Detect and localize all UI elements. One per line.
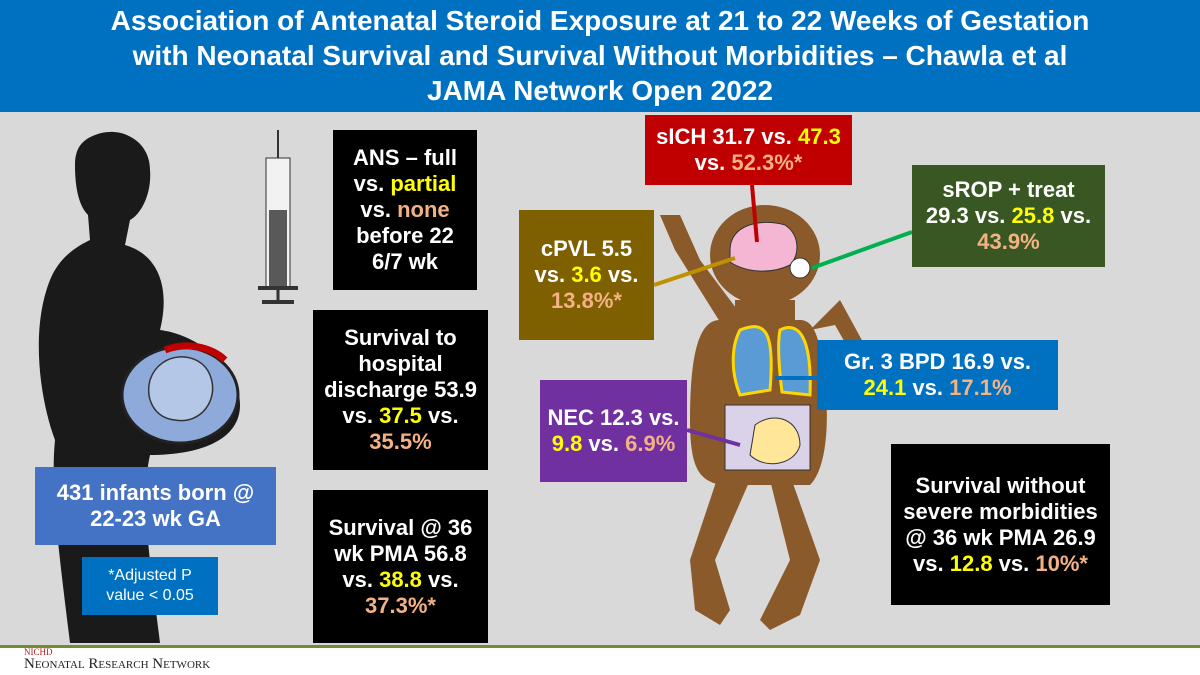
text-segment: 24.1	[863, 375, 907, 400]
text-segment: vs.	[421, 566, 459, 592]
text-segment: 47.3	[798, 124, 841, 149]
text-segment: vs.	[694, 150, 732, 175]
text-segment: Survival to hospital discharge 53.9 vs.	[324, 325, 477, 428]
stat-box: Gr. 3 BPD 16.9 vs. 24.1 vs. 17.1%	[817, 340, 1058, 410]
stat-text: NEC 12.3 vs. 9.8 vs. 6.9%	[546, 405, 681, 457]
stat-text: Survival @ 36 wk PMA 56.8 vs. 38.8 vs. 3…	[319, 515, 482, 619]
text-segment: 13.8%*	[551, 288, 622, 313]
arrow	[653, 256, 736, 287]
text-segment: NEC 12.3 vs.	[547, 405, 680, 430]
header: Association of Antenatal Steroid Exposur…	[0, 0, 1200, 112]
text-segment: 37.5	[379, 403, 422, 428]
stat-text: sROP + treat 29.3 vs. 25.8 vs. 43.9%	[918, 177, 1099, 255]
text-segment: 38.8	[379, 566, 422, 592]
text-segment: sICH 31.7 vs.	[656, 124, 799, 149]
text-segment: before 22 6/7 wk	[356, 223, 454, 274]
text-segment: 17.1%	[949, 375, 1012, 400]
text-segment: vs.	[906, 375, 950, 400]
text-segment: Survival @ 36 wk PMA 56.8 vs.	[328, 514, 473, 592]
stat-text: Survival without severe morbidities @ 36…	[897, 473, 1104, 577]
title-line: Association of Antenatal Steroid Exposur…	[110, 5, 1090, 36]
eye	[789, 257, 811, 279]
fetus	[148, 356, 214, 422]
arrow	[811, 230, 913, 270]
stat-text: cPVL 5.5 vs. 3.6 vs. 13.8%*	[525, 236, 648, 314]
arrow	[750, 184, 759, 243]
stat-text: 431 infants born @ 22-23 wk GA	[41, 480, 270, 532]
stat-text: Survival to hospital discharge 53.9 vs. …	[319, 325, 482, 455]
stat-box: *Adjusted P value < 0.05	[82, 557, 218, 615]
org-name: NICHD	[24, 647, 53, 657]
stat-box: sICH 31.7 vs. 47.3 vs. 52.3%*	[645, 115, 852, 185]
brain	[729, 222, 798, 272]
text-segment: 35.5%	[369, 429, 432, 454]
text-segment: none	[397, 197, 450, 222]
footer-rule	[0, 645, 1200, 648]
text-segment: 431 infants born @ 22-23 wk GA	[56, 480, 255, 531]
text-segment: 25.8	[1011, 203, 1055, 228]
text-segment: 9.8	[551, 431, 583, 456]
liver	[749, 417, 801, 465]
text-segment: Survival without severe morbidities @ 36…	[903, 472, 1098, 576]
text-segment: 37.3%*	[365, 592, 436, 618]
text-segment: 3.6	[571, 262, 602, 287]
text-segment: sROP + treat 29.3 vs.	[925, 177, 1075, 228]
stat-box: Survival to hospital discharge 53.9 vs. …	[313, 310, 488, 470]
text-segment: 10%*	[1035, 550, 1088, 576]
text-segment: *Adjusted P value < 0.05	[106, 567, 194, 604]
text-segment: partial	[390, 171, 457, 196]
text-segment: vs.	[1054, 203, 1092, 228]
text-segment: 43.9%	[977, 229, 1040, 254]
text-segment: cPVL 5.5 vs.	[534, 236, 633, 287]
text-segment: vs.	[360, 197, 398, 222]
stat-box: sROP + treat 29.3 vs. 25.8 vs. 43.9%	[912, 165, 1105, 267]
text-segment: 12.8	[949, 550, 993, 576]
stat-box: Survival without severe morbidities @ 36…	[891, 444, 1110, 605]
stat-box: ANS – full vs. partial vs. none before 2…	[333, 130, 477, 290]
text-segment: vs.	[992, 550, 1036, 576]
title-line: JAMA Network Open 2022	[427, 75, 773, 106]
text-segment: 6.9%	[625, 431, 676, 456]
text-segment: vs.	[601, 262, 639, 287]
stat-text: sICH 31.7 vs. 47.3 vs. 52.3%*	[651, 124, 846, 176]
placenta	[163, 342, 228, 363]
text-segment: vs.	[421, 403, 459, 428]
stat-box: 431 infants born @ 22-23 wk GA	[35, 467, 276, 545]
stat-text: ANS – full vs. partial vs. none before 2…	[339, 145, 471, 275]
stat-box: cPVL 5.5 vs. 3.6 vs. 13.8%*	[519, 210, 654, 340]
stat-box: NEC 12.3 vs. 9.8 vs. 6.9%	[540, 380, 687, 482]
stat-box: Survival @ 36 wk PMA 56.8 vs. 38.8 vs. 3…	[313, 490, 488, 643]
text-segment: vs.	[582, 431, 626, 456]
syringe	[258, 130, 298, 304]
title-line: with Neonatal Survival and Survival With…	[132, 40, 1068, 71]
text-segment: ANS – full vs.	[353, 145, 457, 196]
network-name: Neonatal Research Network	[24, 656, 211, 672]
arrow	[686, 428, 741, 447]
stat-text: Gr. 3 BPD 16.9 vs. 24.1 vs. 17.1%	[823, 349, 1052, 401]
stat-text: *Adjusted P value < 0.05	[88, 566, 212, 606]
text-segment: Gr. 3 BPD 16.9 vs.	[843, 349, 1032, 374]
text-segment: 52.3%*	[731, 150, 803, 175]
